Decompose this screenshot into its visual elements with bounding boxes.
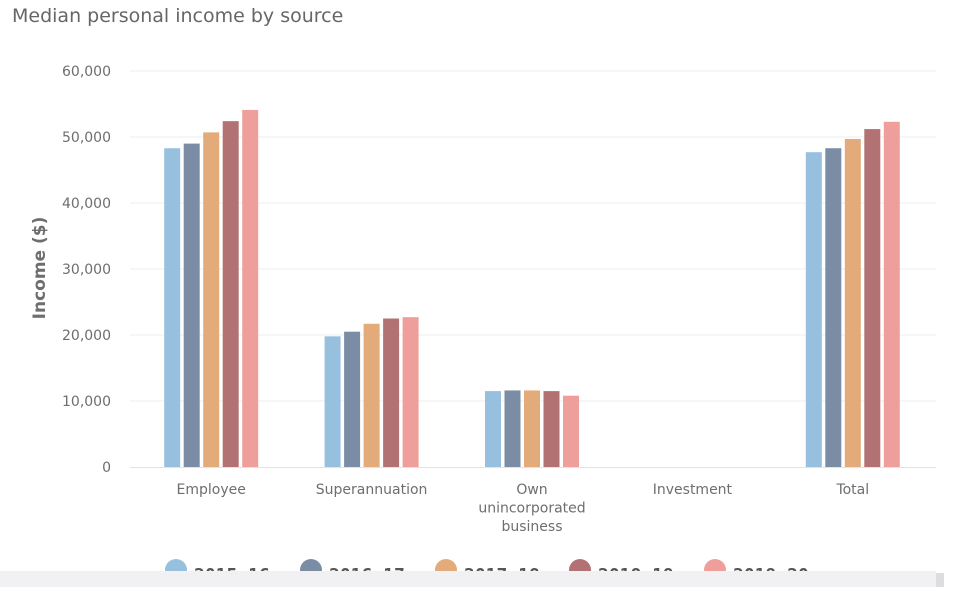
bar[interactable] — [402, 317, 419, 467]
y-tick-label: 20,000 — [62, 328, 111, 344]
y-tick-label: 40,000 — [62, 196, 111, 212]
bar[interactable] — [844, 138, 861, 468]
bar[interactable] — [344, 331, 361, 467]
bar[interactable] — [524, 390, 540, 467]
bar[interactable] — [563, 395, 579, 467]
bar[interactable] — [164, 148, 181, 467]
footer-band — [0, 571, 936, 587]
x-tick-label: Superannuation — [316, 482, 428, 498]
x-tick-label: unincorporated — [478, 501, 585, 517]
y-axis-label: Income ($) — [30, 217, 50, 320]
y-tick-label: 50,000 — [62, 130, 111, 146]
bar[interactable] — [504, 390, 521, 467]
bar[interactable] — [324, 336, 341, 467]
bar[interactable] — [242, 109, 259, 467]
y-tick-label: 60,000 — [62, 64, 111, 80]
bar[interactable] — [485, 391, 501, 467]
x-tick-label: business — [501, 519, 562, 535]
x-tick-label: Total — [835, 482, 869, 498]
bar[interactable] — [203, 132, 220, 467]
bar[interactable] — [222, 121, 239, 467]
bars — [164, 109, 900, 468]
chart-title: Median personal income by source — [12, 5, 344, 27]
y-tick-label: 0 — [102, 460, 111, 476]
x-tick-label: Own — [516, 482, 547, 498]
bar[interactable] — [183, 143, 200, 467]
x-tick-label: Employee — [177, 482, 246, 498]
x-axis-ticks: Employee Superannuation Own unincorporated b… — [177, 482, 870, 535]
y-axis-ticks: 0 10,000 20,000 30,000 40,000 50,000 60,000 — [62, 64, 111, 476]
bar[interactable] — [363, 323, 380, 467]
bar[interactable] — [883, 121, 900, 467]
bar[interactable] — [825, 148, 842, 467]
bar[interactable] — [543, 391, 560, 467]
x-tick-label: Investment — [653, 482, 733, 498]
bar[interactable] — [805, 152, 822, 467]
bar[interactable] — [864, 129, 881, 467]
scrollbar[interactable] — [936, 573, 944, 587]
y-tick-label: 30,000 — [62, 262, 111, 278]
y-tick-label: 10,000 — [62, 394, 111, 410]
bar[interactable] — [383, 318, 400, 468]
